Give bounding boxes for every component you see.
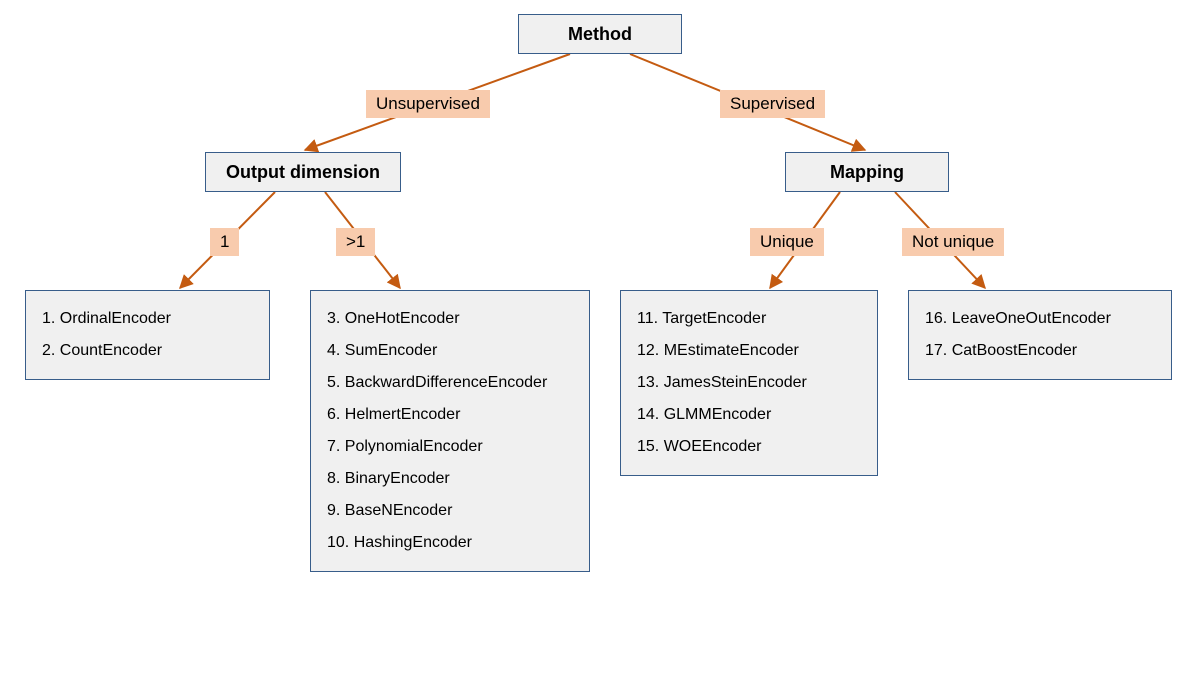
badge-label: >1 (346, 232, 365, 251)
list-item: 12. MEstimateEncoder (637, 335, 861, 367)
list-item: 11. TargetEncoder (637, 303, 861, 335)
list-item: 8. BinaryEncoder (327, 463, 573, 495)
leaf-mapping-unique: 11. TargetEncoder12. MEstimateEncoder13.… (620, 290, 878, 476)
node-label: Method (568, 24, 632, 45)
badge-one: 1 (210, 228, 239, 256)
badge-label: Unsupervised (376, 94, 480, 113)
node-label: Output dimension (226, 162, 380, 183)
node-mapping: Mapping (785, 152, 949, 192)
leaf-output-one: 1. OrdinalEncoder2. CountEncoder (25, 290, 270, 380)
badge-label: 1 (220, 232, 229, 251)
list-item: 1. OrdinalEncoder (42, 303, 253, 335)
badge-label: Not unique (912, 232, 994, 251)
node-output-dimension: Output dimension (205, 152, 401, 192)
leaf-mapping-notunique: 16. LeaveOneOutEncoder17. CatBoostEncode… (908, 290, 1172, 380)
list-item: 5. BackwardDifferenceEncoder (327, 367, 573, 399)
list-item: 2. CountEncoder (42, 335, 253, 367)
badge-gtone: >1 (336, 228, 375, 256)
list-item: 16. LeaveOneOutEncoder (925, 303, 1155, 335)
list-item: 4. SumEncoder (327, 335, 573, 367)
badge-label: Unique (760, 232, 814, 251)
badge-unique: Unique (750, 228, 824, 256)
list-item: 3. OneHotEncoder (327, 303, 573, 335)
list-item: 15. WOEEncoder (637, 431, 861, 463)
leaf-output-gtone: 3. OneHotEncoder4. SumEncoder5. Backward… (310, 290, 590, 572)
badge-label: Supervised (730, 94, 815, 113)
list-item: 17. CatBoostEncoder (925, 335, 1155, 367)
list-item: 6. HelmertEncoder (327, 399, 573, 431)
list-item: 10. HashingEncoder (327, 527, 573, 559)
badge-not-unique: Not unique (902, 228, 1004, 256)
list-item: 9. BaseNEncoder (327, 495, 573, 527)
list-item: 7. PolynomialEncoder (327, 431, 573, 463)
list-item: 14. GLMMEncoder (637, 399, 861, 431)
badge-unsupervised: Unsupervised (366, 90, 490, 118)
node-label: Mapping (830, 162, 904, 183)
badge-supervised: Supervised (720, 90, 825, 118)
list-item: 13. JamesSteinEncoder (637, 367, 861, 399)
node-method: Method (518, 14, 682, 54)
